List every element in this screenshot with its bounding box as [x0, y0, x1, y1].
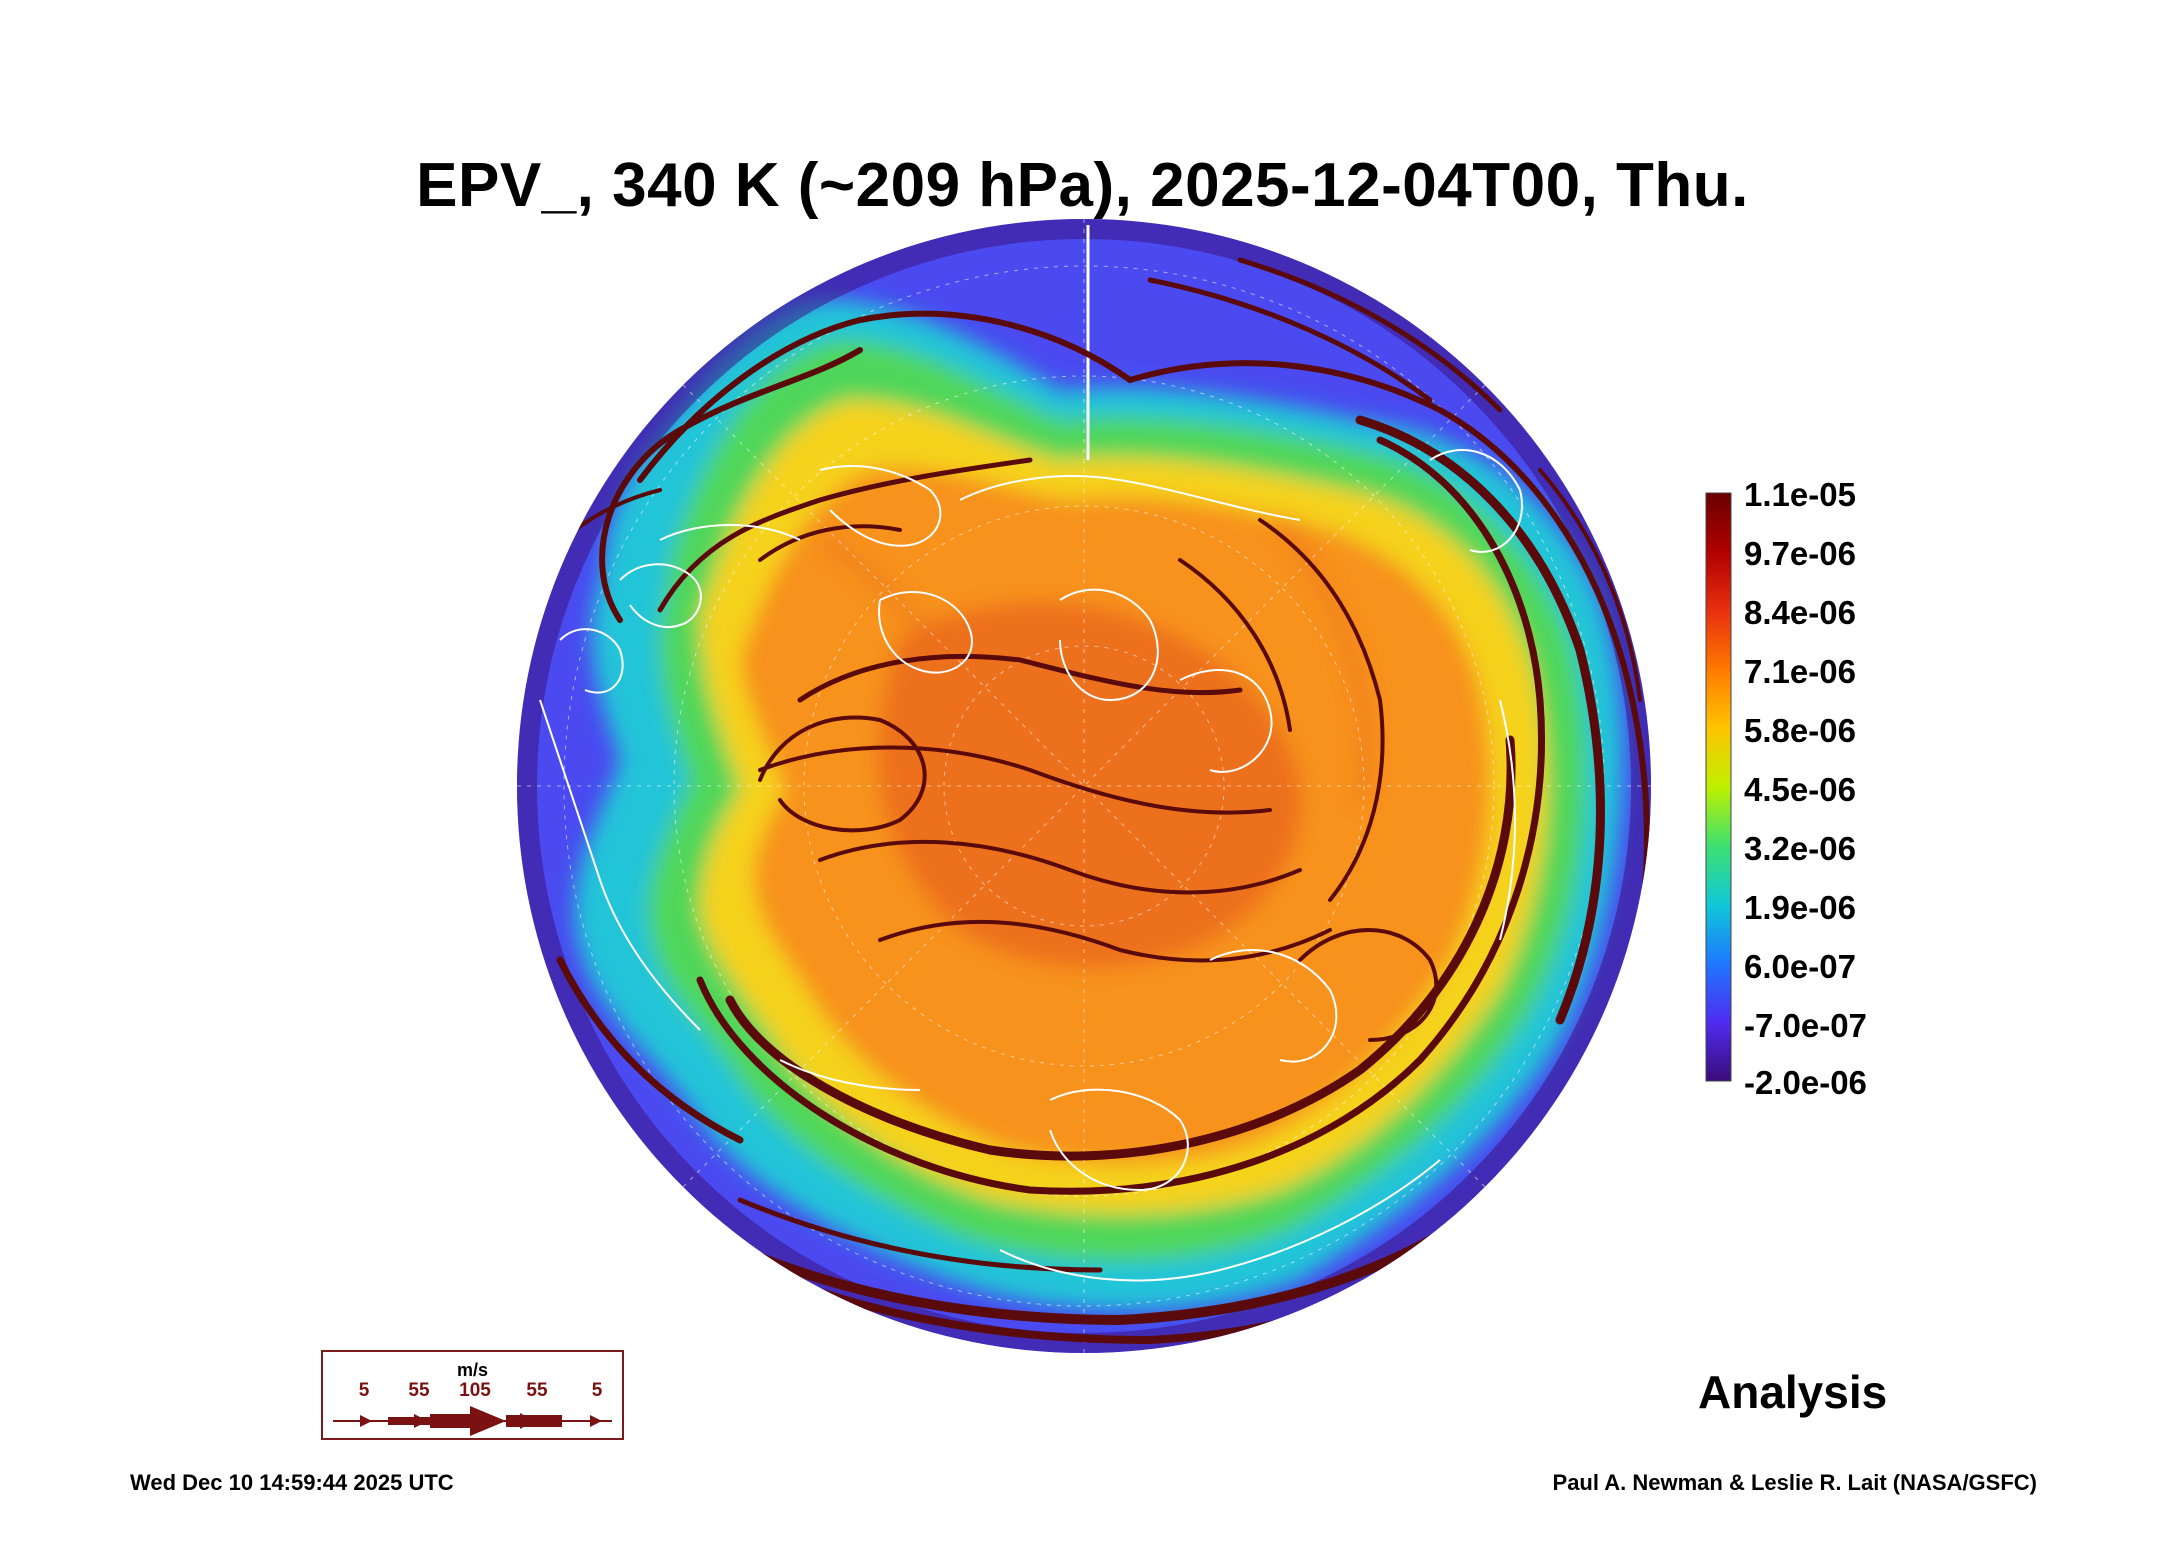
colorbar-label: -2.0e-06	[1744, 1064, 1867, 1101]
colorbar-label: -7.0e-07	[1744, 1007, 1867, 1044]
footer-timestamp: Wed Dec 10 14:59:44 2025 UTC	[130, 1470, 454, 1495]
wind-legend-box: m/s 5 55 105 55 5	[321, 1350, 624, 1440]
colorbar-label: 6.0e-07	[1744, 948, 1856, 985]
colorbar-label: 8.4e-06	[1744, 594, 1856, 631]
colorbar-label: 1.9e-06	[1744, 889, 1856, 926]
wind-legend-value: 5	[358, 1380, 370, 1401]
colorbar	[1705, 492, 1732, 1082]
colorbar-label: 9.7e-06	[1744, 535, 1856, 572]
footer-credit: Paul A. Newman & Leslie R. Lait (NASA/GS…	[1552, 1470, 2037, 1495]
colorbar-label: 7.1e-06	[1744, 653, 1856, 690]
colorbar-label: 5.8e-06	[1744, 712, 1856, 749]
wind-legend-value: 55	[526, 1380, 548, 1401]
plot-title: EPV_, 340 K (~209 hPa), 2025-12-04T00, T…	[416, 151, 1749, 220]
wind-legend-value: 105	[459, 1380, 491, 1401]
wind-arrow-legend	[333, 1406, 612, 1436]
analysis-label: Analysis	[1698, 1366, 1888, 1418]
epv-field	[517, 219, 1651, 1353]
wind-legend-value: 55	[408, 1380, 430, 1401]
coastlines	[539, 449, 1523, 1282]
wind-legend-value: 5	[591, 1380, 603, 1401]
wind-legend-unit: m/s	[456, 1360, 489, 1380]
colorbar-label: 3.2e-06	[1744, 830, 1856, 867]
colorbar-label: 4.5e-06	[1744, 771, 1856, 808]
colorbar-label: 1.1e-05	[1744, 476, 1856, 513]
